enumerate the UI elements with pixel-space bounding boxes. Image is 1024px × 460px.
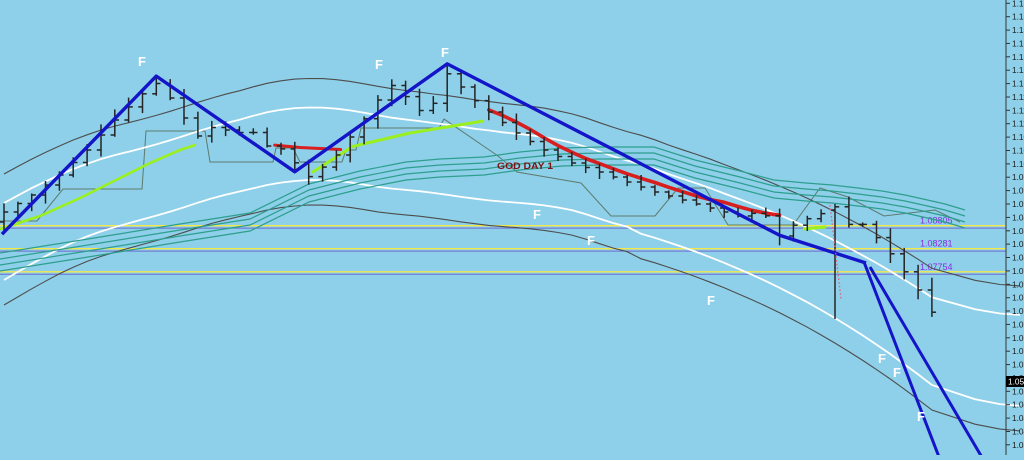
svg-text:F: F <box>533 207 541 222</box>
svg-text:1.06860: 1.06860 <box>1012 306 1024 316</box>
svg-text:1.11740: 1.11740 <box>1012 92 1024 102</box>
svg-text:1.12350: 1.12350 <box>1012 65 1024 75</box>
svg-text:1.13570: 1.13570 <box>1012 12 1024 22</box>
svg-text:1.06250: 1.06250 <box>1012 333 1024 343</box>
svg-text:1.10215: 1.10215 <box>1012 159 1024 169</box>
svg-text:1.12655: 1.12655 <box>1012 52 1024 62</box>
svg-text:1.07165: 1.07165 <box>1012 293 1024 303</box>
svg-text:1.12960: 1.12960 <box>1012 38 1024 48</box>
svg-text:1.11435: 1.11435 <box>1012 105 1024 115</box>
svg-text:1.04115: 1.04115 <box>1012 427 1024 437</box>
svg-text:F: F <box>587 233 595 248</box>
svg-text:F: F <box>893 365 901 380</box>
svg-text:1.09910: 1.09910 <box>1012 172 1024 182</box>
svg-text:1.08080: 1.08080 <box>1012 253 1024 263</box>
svg-text:1.08281: 1.08281 <box>920 239 953 249</box>
svg-text:1.12045: 1.12045 <box>1012 79 1024 89</box>
svg-text:F: F <box>878 351 886 366</box>
svg-text:F: F <box>138 54 146 69</box>
svg-text:F: F <box>441 45 449 60</box>
svg-text:1.05030: 1.05030 <box>1012 386 1024 396</box>
svg-text:1.13875: 1.13875 <box>1012 0 1024 8</box>
svg-text:1.05640: 1.05640 <box>1012 360 1024 370</box>
svg-text:F: F <box>707 293 715 308</box>
svg-text:GOD DAY 1: GOD DAY 1 <box>497 161 553 171</box>
svg-text:1.09605: 1.09605 <box>1012 186 1024 196</box>
svg-text:1.09300: 1.09300 <box>1012 199 1024 209</box>
svg-text:1.08385: 1.08385 <box>1012 239 1024 249</box>
svg-text:1.08995: 1.08995 <box>1012 212 1024 222</box>
svg-text:1.04725: 1.04725 <box>1012 400 1024 410</box>
svg-text:1.05945: 1.05945 <box>1012 346 1024 356</box>
svg-text:1.06555: 1.06555 <box>1012 319 1024 329</box>
svg-text:F: F <box>375 57 383 72</box>
svg-text:F: F <box>917 409 925 424</box>
svg-text:1.07775: 1.07775 <box>1012 266 1024 276</box>
svg-text:1.10520: 1.10520 <box>1012 146 1024 156</box>
svg-text:1.07470: 1.07470 <box>1012 279 1024 289</box>
svg-text:1.05349: 1.05349 <box>1008 377 1024 387</box>
svg-text:1.08690: 1.08690 <box>1012 226 1024 236</box>
svg-text:1.10825: 1.10825 <box>1012 132 1024 142</box>
svg-text:1.04420: 1.04420 <box>1012 413 1024 423</box>
svg-text:1.13265: 1.13265 <box>1012 25 1024 35</box>
svg-text:1.11130: 1.11130 <box>1012 119 1024 129</box>
svg-text:1.03810: 1.03810 <box>1012 440 1024 450</box>
